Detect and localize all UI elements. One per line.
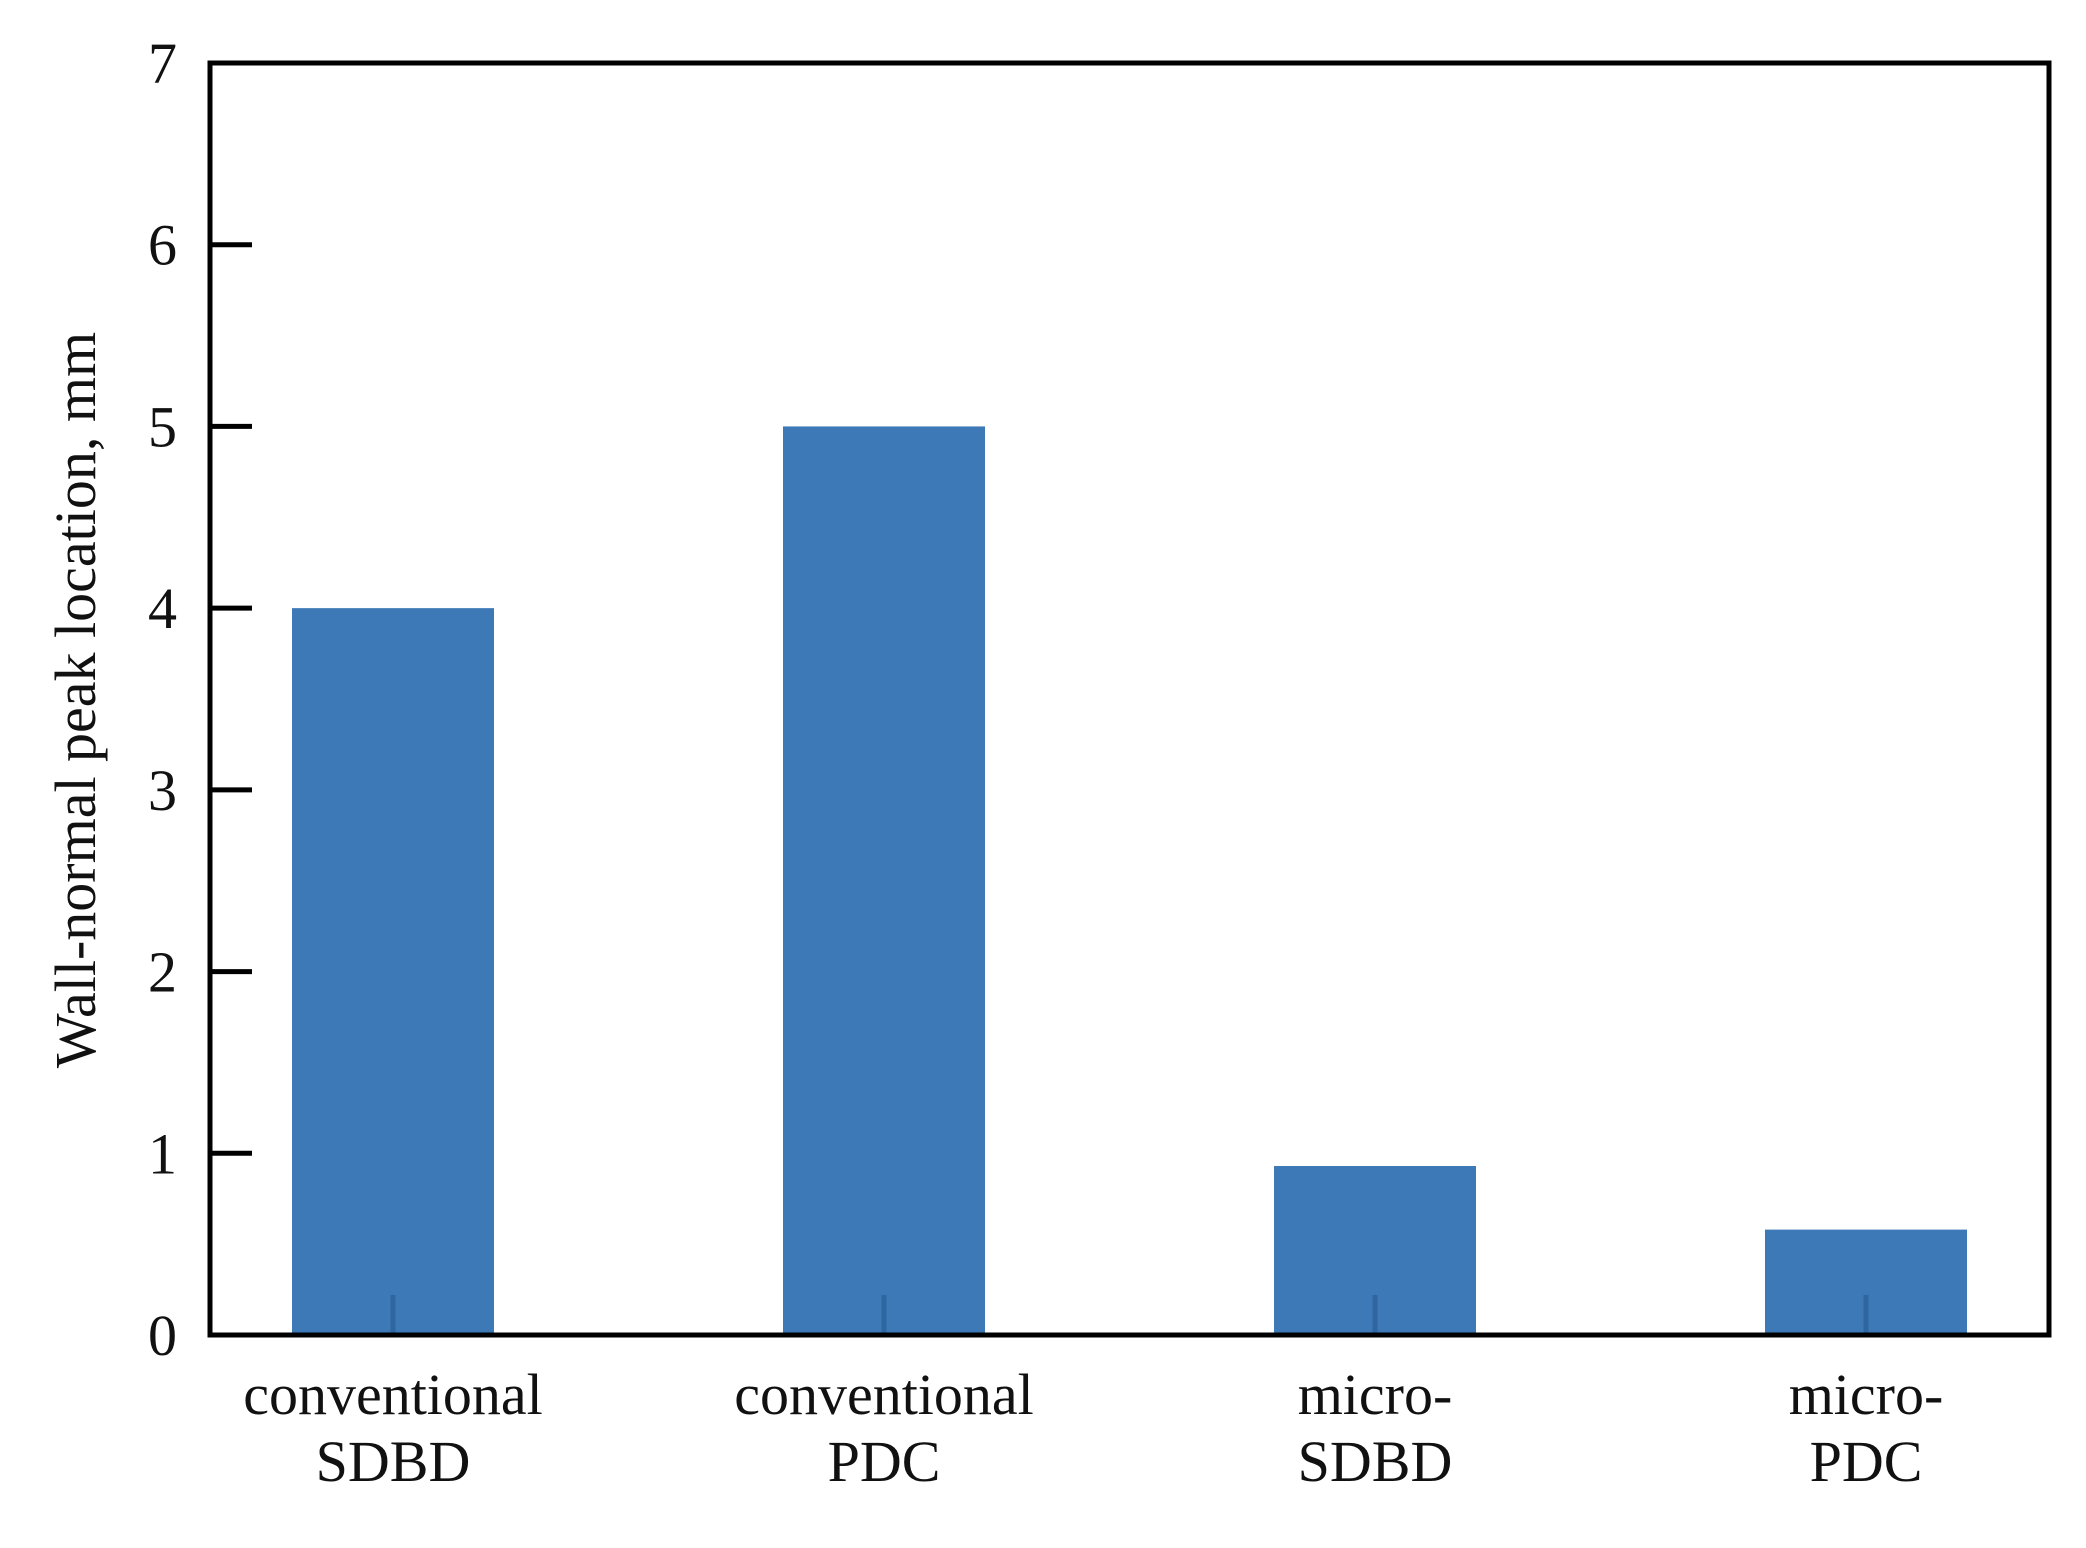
bars-layer <box>292 426 1967 1335</box>
category-label-line: PDC <box>1810 1429 1923 1494</box>
y-tick-label-6: 6 <box>148 213 177 278</box>
plot-frame <box>207 60 2052 1338</box>
y-tick-label-0: 0 <box>148 1303 177 1368</box>
y-tick-label-3: 3 <box>148 758 177 823</box>
category-label-line: SDBD <box>1298 1429 1453 1494</box>
category-label-line: PDC <box>828 1429 941 1494</box>
y-tick-label-2: 2 <box>148 940 177 1005</box>
axes-layer <box>207 60 2052 1338</box>
y-tick-label-4: 4 <box>148 576 177 641</box>
y-axis-title: Wall-normal peak location, mm <box>43 332 108 1068</box>
category-label-2: micro-SDBD <box>1298 1362 1453 1494</box>
category-label-1: conventional PDC <box>734 1362 1034 1494</box>
bar-0 <box>292 608 494 1335</box>
category-label-line: micro- <box>1298 1362 1453 1427</box>
category-label-3: micro-PDC <box>1789 1362 1944 1494</box>
bar-1 <box>783 426 985 1335</box>
y-tick-label-5: 5 <box>148 394 177 459</box>
category-label-line: conventional <box>243 1362 543 1427</box>
category-label-line: micro- <box>1789 1362 1944 1427</box>
category-label-line: SDBD <box>316 1429 471 1494</box>
category-label-line: conventional <box>734 1362 1034 1427</box>
y-tick-label-1: 1 <box>148 1121 177 1186</box>
category-label-0: conventional SDBD <box>243 1362 543 1494</box>
y-tick-label-7: 7 <box>148 31 177 96</box>
